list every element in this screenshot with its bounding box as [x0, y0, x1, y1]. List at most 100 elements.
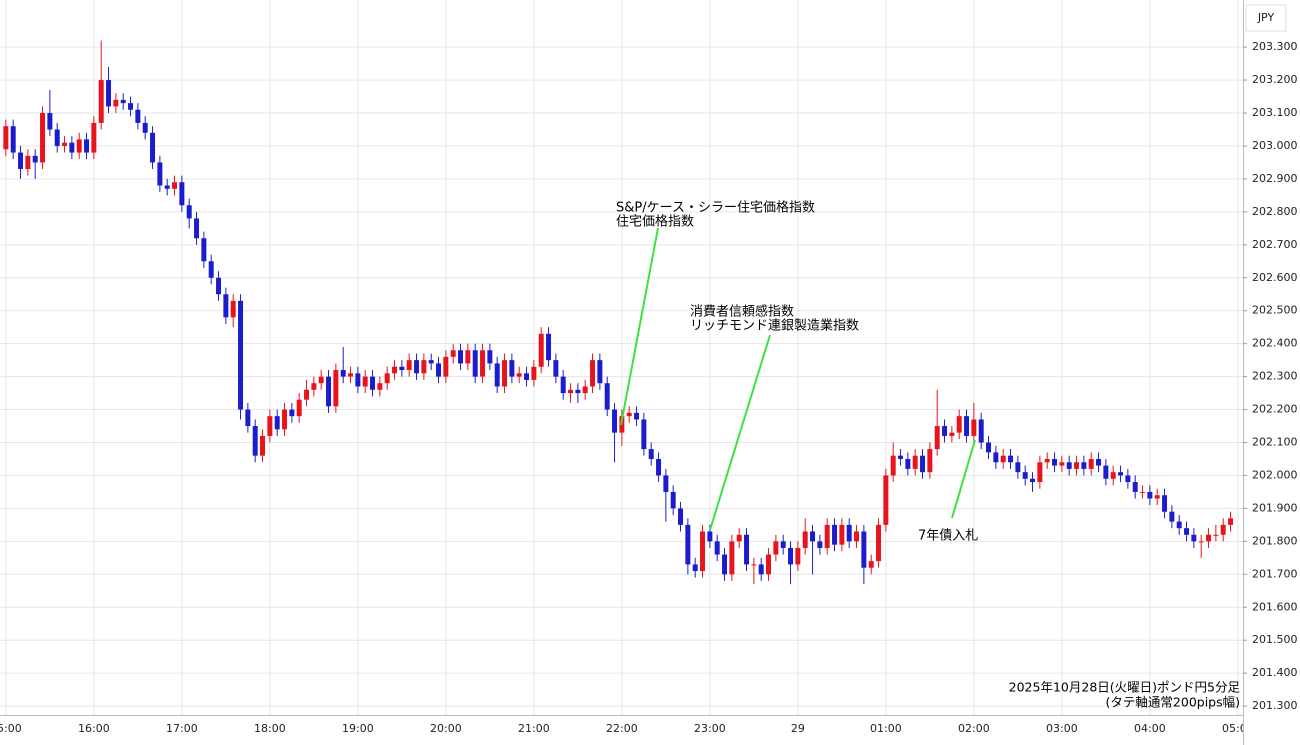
annotation-line	[951, 439, 976, 519]
candle-body	[524, 373, 530, 380]
candle-body	[384, 373, 390, 384]
candle-body	[898, 455, 904, 459]
candle-body	[1044, 458, 1050, 463]
candle-body	[1052, 458, 1058, 466]
candle-body	[128, 103, 134, 110]
y-tick-label: 203.000	[1252, 139, 1298, 152]
candle-body	[186, 205, 192, 219]
candle-body	[641, 419, 647, 450]
candle-body	[201, 238, 207, 262]
candle-body	[230, 300, 236, 318]
candle-body	[326, 376, 332, 407]
candle-body	[531, 366, 537, 380]
candle-body	[773, 541, 779, 555]
candle-body	[663, 475, 669, 492]
candle-body	[751, 564, 757, 566]
candle-body	[612, 409, 618, 433]
candle-body	[377, 383, 383, 390]
candle-body	[890, 455, 896, 476]
candle-body	[1074, 462, 1080, 469]
candle-body	[795, 547, 801, 565]
candle-body	[575, 389, 581, 394]
candle-body	[245, 409, 251, 427]
candle-body	[1037, 462, 1043, 483]
candle-body	[920, 455, 926, 473]
candle-body	[714, 541, 720, 555]
candle-body	[458, 350, 464, 364]
candle-body	[296, 399, 302, 417]
candle-body	[194, 218, 200, 239]
candle-body	[282, 409, 288, 430]
candle-body	[32, 155, 38, 163]
candle-body	[1081, 462, 1087, 469]
y-tick-label: 202.100	[1252, 436, 1298, 449]
candle-body	[1030, 478, 1036, 483]
y-tick-label: 202.500	[1252, 304, 1298, 317]
candle-body	[1132, 482, 1138, 492]
candle-body	[465, 350, 471, 364]
candle-body	[480, 350, 486, 377]
candle-body	[54, 129, 60, 146]
x-tick-label: 04:00	[1134, 722, 1166, 735]
candle-body	[1096, 458, 1102, 466]
y-tick-label: 202.300	[1252, 370, 1298, 383]
x-tick-label: 22:00	[606, 722, 638, 735]
candle-body	[76, 139, 82, 153]
candle-body	[223, 294, 229, 318]
y-tick-label: 201.700	[1252, 567, 1298, 580]
candle-body	[788, 547, 794, 565]
x-tick-label: 03:00	[1046, 722, 1078, 735]
annotation-text: リッチモンド連銀製造業指数	[690, 318, 859, 334]
candle-body	[553, 360, 559, 377]
candle-body	[1125, 475, 1131, 483]
candle-body	[546, 333, 552, 361]
candle-body	[824, 524, 830, 548]
annotation-line	[709, 334, 771, 531]
axis-label: JPY	[1257, 11, 1275, 24]
candle-body	[120, 99, 126, 104]
candle-body	[582, 386, 588, 394]
candle-body	[634, 412, 640, 420]
candle-body	[164, 185, 170, 189]
candle-body	[1228, 518, 1234, 525]
candle-body	[1140, 491, 1146, 493]
y-tick-label: 201.900	[1252, 501, 1298, 514]
annotation-line	[620, 227, 659, 426]
candle-body	[729, 541, 735, 575]
candle-body	[69, 142, 75, 153]
y-tick-label: 201.800	[1252, 534, 1298, 547]
y-tick-label: 202.600	[1252, 271, 1298, 284]
candle-body	[934, 426, 940, 450]
candle-body	[157, 162, 163, 186]
y-tick-label: 203.100	[1252, 106, 1298, 119]
candle-body	[487, 350, 493, 364]
candle-body	[260, 435, 266, 456]
candle-body	[758, 564, 764, 575]
y-tick-label: 203.200	[1252, 73, 1298, 86]
candle-body	[964, 416, 970, 436]
candle-body	[854, 531, 860, 542]
candle-body	[47, 113, 53, 130]
candle-body	[172, 182, 178, 189]
candle-body	[1118, 472, 1124, 476]
candle-body	[722, 554, 728, 575]
y-tick-label: 202.000	[1252, 468, 1298, 481]
candle-body	[91, 122, 97, 153]
candle-body	[993, 452, 999, 463]
candle-body	[1059, 462, 1065, 466]
candle-body	[656, 458, 662, 476]
candle-body	[978, 419, 984, 443]
candle-body	[700, 531, 706, 572]
y-tick-label: 202.700	[1252, 238, 1298, 251]
candle-body	[736, 534, 742, 542]
candle-body	[311, 383, 317, 390]
x-tick-label: 23:00	[694, 722, 726, 735]
candle-body	[986, 442, 992, 453]
candle-body	[868, 561, 874, 568]
candle-body	[406, 360, 412, 371]
candle-body	[1103, 465, 1109, 479]
candle-body	[1000, 455, 1006, 463]
candle-body	[436, 363, 442, 377]
candle-body	[1066, 462, 1072, 469]
candle-body	[18, 152, 24, 170]
